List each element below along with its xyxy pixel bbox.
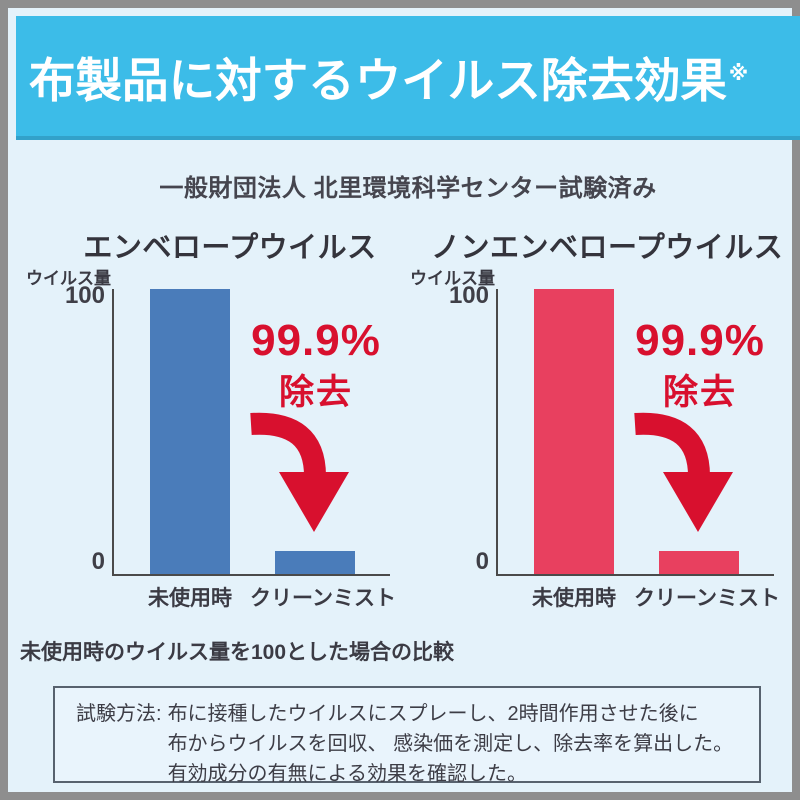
y-axis-label: ウイルス量 [410, 269, 495, 288]
chart-envelope-virus: エンベロープウイルス ウイルス量 100 0 未使用時 クリーンミスト 99.9… [16, 218, 400, 618]
curved-down-arrow-icon [250, 412, 349, 532]
curved-down-arrow-icon [634, 412, 733, 532]
bar-clean-mist [659, 551, 739, 574]
page-title-text: 布製品に対するウイルス除去効果 [29, 53, 727, 107]
page-background: 布製品に対するウイルス除去効果※ 一般財団法人 北里環境科学センター試験済み エ… [8, 8, 800, 792]
chart-non-envelope-virus: ノンエンベロープウイルス ウイルス量 100 0 未使用時 クリーンミスト 99… [400, 218, 784, 618]
y-tick-0: 0 [91, 548, 105, 575]
x-axis-line [112, 574, 390, 576]
bar-unused [150, 289, 230, 574]
x-label-unused: 未使用時 [532, 587, 616, 610]
header-banner: 布製品に対するウイルス除去効果※ [16, 16, 800, 140]
y-tick-100: 100 [64, 282, 105, 309]
chart-title: エンベロープウイルス [83, 232, 377, 264]
y-axis-line [112, 289, 114, 576]
removal-percent-text: 99.9% [251, 316, 381, 365]
test-method-line: 有効成分の有無による効果を確認した。 [167, 763, 527, 785]
bar-clean-mist [275, 551, 355, 574]
x-axis-line [496, 574, 774, 576]
removal-action-text: 除去 [278, 373, 353, 412]
page-title: 布製品に対するウイルス除去効果※ [29, 42, 748, 111]
removal-action-text: 除去 [662, 373, 737, 412]
comparison-note: 未使用時のウイルス量を100とした場合の比較 [20, 641, 455, 664]
y-axis-label: ウイルス量 [26, 269, 111, 288]
test-method-text: 布に接種したウイルスにスプレーし、2時間作用させた後に 布からウイルスを回収、 … [168, 699, 734, 789]
test-method-label: 試験方法: [76, 703, 162, 725]
footnote-mark: ※ [728, 62, 749, 85]
y-tick-100: 100 [448, 282, 489, 309]
certification-subtitle: 一般財団法人 北里環境科学センター試験済み [159, 175, 657, 202]
chart-title: ノンエンベロープウイルス [431, 232, 784, 264]
removal-percent-text: 99.9% [635, 316, 765, 365]
x-label-clean-mist: クリーンミスト [250, 587, 396, 610]
test-method-line: 布に接種したウイルスにスプレーし、2時間作用させた後に [167, 703, 699, 725]
y-tick-0: 0 [475, 548, 489, 575]
test-method-box: 試験方法: 布に接種したウイルスにスプレーし、2時間作用させた後に 布からウイル… [53, 686, 761, 785]
y-axis-line [496, 289, 498, 576]
x-label-unused: 未使用時 [148, 587, 232, 610]
test-method-line: 布からウイルスを回収、 感染価を測定し、除去率を算出した。 [167, 733, 734, 755]
bar-unused [534, 289, 614, 574]
x-label-clean-mist: クリーンミスト [634, 587, 780, 610]
